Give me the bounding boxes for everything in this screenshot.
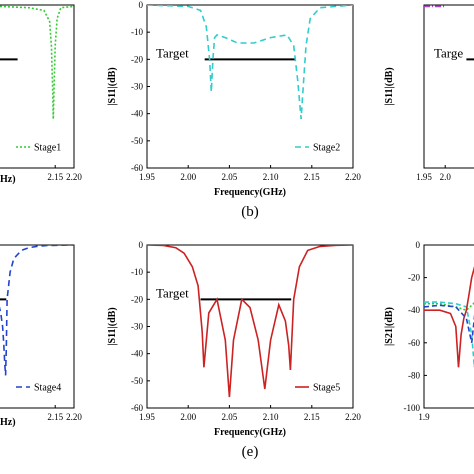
y-tick-label: -100	[404, 403, 421, 413]
legend-entry: Stage1	[34, 143, 61, 154]
panel-a: 2.15 2.20 Hz) Stage1	[0, 4, 82, 185]
y-axis-label: |S11|(dB)	[107, 307, 118, 345]
target-label: Targe	[434, 45, 463, 60]
x-tick-label: 2.15	[304, 172, 320, 182]
y-tick-label: 0	[139, 240, 144, 250]
y-tick-label: -40	[408, 305, 420, 315]
panel-c: 1.95 2.0 |S11|(dB) Targe	[384, 4, 474, 182]
y-axis-label: |S11|(dB)	[107, 67, 118, 105]
panel-d: 2.15 2.20 Hz) Stage4	[0, 244, 82, 428]
y-tick-label: -60	[131, 403, 143, 413]
series-line-f-2	[424, 266, 474, 368]
y-tick-label: -30	[131, 322, 143, 332]
y-tick-label: -50	[131, 136, 143, 146]
x-tick-label: 1.9	[418, 412, 430, 422]
x-tick-label: 2.15	[47, 412, 63, 422]
series-line-f-0	[424, 302, 474, 312]
x-tick-label: 2.00	[180, 172, 196, 182]
x-tick-label: 2.10	[263, 412, 279, 422]
y-tick-label: -60	[131, 163, 143, 173]
y-axis-label: |S11|(dB)	[384, 67, 395, 105]
series-line-stage1	[0, 5, 74, 120]
plot-frame	[423, 244, 474, 409]
y-tick-label: -20	[131, 294, 143, 304]
series-line-stage2	[147, 5, 353, 120]
x-tick-label: 2.20	[345, 412, 361, 422]
y-tick-label: -20	[131, 54, 143, 64]
legend-entry: Stage2	[313, 143, 340, 154]
x-tick-label: 2.0	[440, 172, 452, 182]
series-line-stage4	[0, 245, 74, 376]
plot-frame	[423, 4, 474, 169]
y-axis-label: |S21|(dB)	[384, 307, 395, 346]
plot-frame	[0, 244, 75, 409]
target-label: Target	[156, 285, 189, 300]
x-tick-label: 2.05	[222, 172, 238, 182]
y-tick-label: 0	[139, 0, 144, 10]
panel-b: 0 -10 -20 -30 -40 -50 -601.95 2.00 2.05 2.10 2.15 2…	[107, 0, 361, 220]
y-tick-label: -10	[131, 27, 143, 37]
x-axis-label: Frequency(GHz)	[214, 427, 286, 438]
x-tick-label: 2.20	[66, 412, 82, 422]
y-tick-label: -40	[131, 109, 143, 119]
y-tick-label: -10	[131, 267, 143, 277]
x-tick-label: 1.95	[139, 172, 155, 182]
y-tick-label: -60	[408, 338, 420, 348]
y-tick-label: -40	[131, 349, 143, 359]
panel-label: (b)	[241, 204, 259, 220]
legend-entry: Stage4	[34, 383, 61, 394]
y-tick-label: -20	[408, 273, 420, 283]
x-tick-label: 2.00	[180, 412, 196, 422]
legend-entry: Stage5	[313, 383, 340, 394]
x-axis-label: Hz)	[0, 417, 16, 428]
x-tick-label: 2.20	[66, 172, 82, 182]
y-tick-label: 0	[416, 240, 421, 250]
x-tick-label: 2.20	[345, 172, 361, 182]
y-tick-label: -80	[408, 370, 420, 380]
x-axis-label: Frequency(GHz)	[214, 187, 286, 198]
x-axis-label: Hz)	[0, 174, 16, 185]
target-label: Target	[156, 45, 189, 60]
x-tick-label: 2.15	[304, 412, 320, 422]
y-tick-label: -30	[131, 82, 143, 92]
x-tick-label: 1.95	[139, 412, 155, 422]
x-tick-label: 1.95	[416, 172, 432, 182]
x-tick-label: 2.05	[222, 412, 238, 422]
panel-label: (e)	[242, 444, 259, 460]
plot-frame	[0, 4, 75, 169]
series-line-stage5	[147, 245, 353, 398]
x-tick-label: 2.15	[47, 172, 63, 182]
panel-e: 0 -10 -20 -30 -40 -50 -601.95 2.00 2.05 2.10 2.15 2…	[107, 240, 361, 460]
x-tick-label: 2.10	[263, 172, 279, 182]
y-tick-label: -50	[131, 376, 143, 386]
